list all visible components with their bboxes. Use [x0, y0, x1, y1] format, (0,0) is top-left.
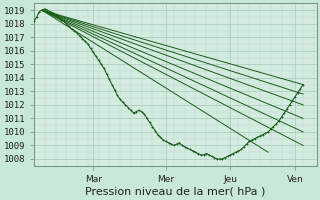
X-axis label: Pression niveau de la mer( hPa ): Pression niveau de la mer( hPa ) — [85, 187, 266, 197]
